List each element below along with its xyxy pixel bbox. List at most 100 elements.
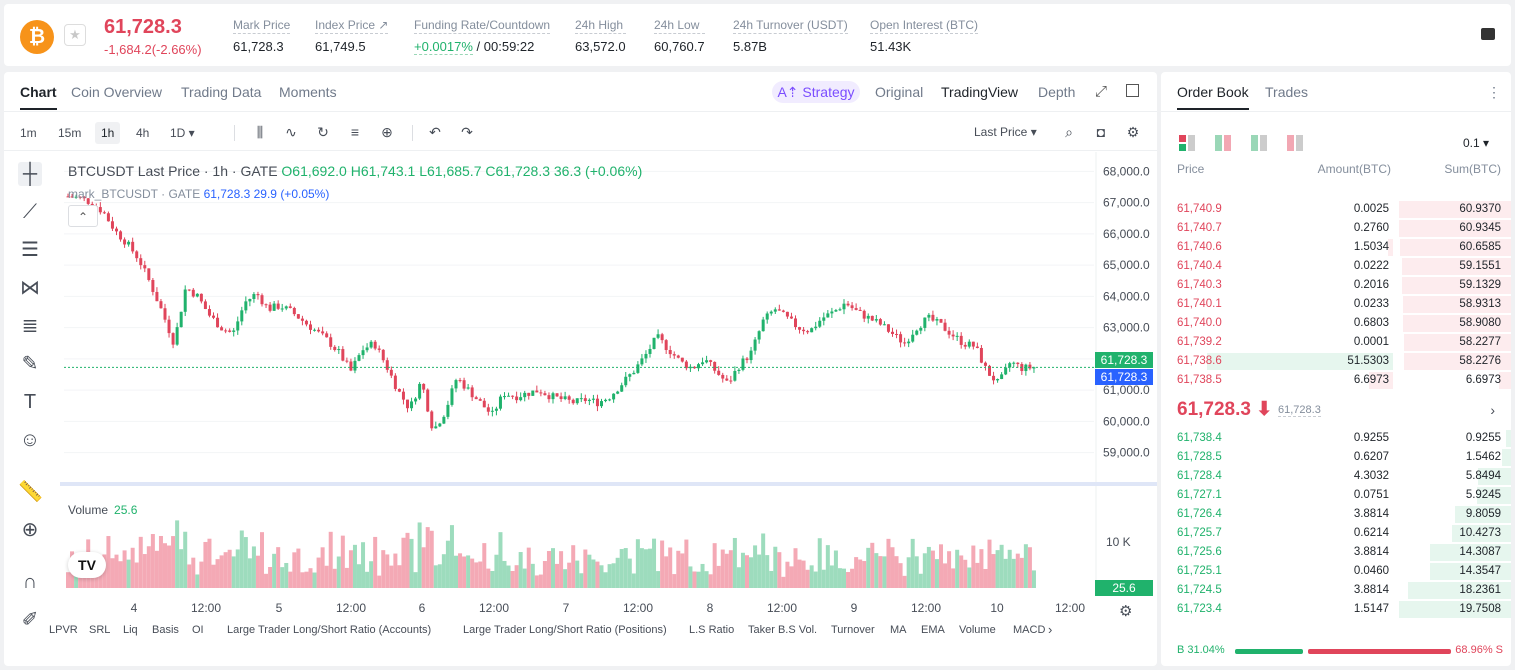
ask-row[interactable]: 61,740.9 0.0025 60.9370 [1161,200,1511,219]
layout-bids-icon[interactable] [1251,135,1267,151]
ruler-icon[interactable]: 📏 [18,481,43,503]
magnet-icon[interactable]: ∩ [22,571,38,593]
indicator-item[interactable]: Taker B.S Vol. [748,624,818,636]
settings-gear-icon[interactable]: ⚙ [1126,124,1140,140]
chevron-right-icon[interactable]: › [1490,402,1495,418]
chevron-right-icon[interactable]: › [1048,622,1053,637]
ask-row[interactable]: 61,740.6 1.5034 60.6585 [1161,238,1511,257]
stat-mark-price[interactable]: Mark Price 61,728.3 [233,18,291,54]
indicator-item[interactable]: Volume [959,624,996,636]
tab-chart[interactable]: Chart [20,84,57,110]
indicator-item[interactable]: Large Trader Long/Short Ratio (Positions… [463,624,667,636]
bid-price: 61,728.4 [1177,470,1222,482]
add-indicator-icon[interactable]: ⊕ [381,124,393,140]
stat-open-interest[interactable]: Open Interest (BTC) 51.43K [870,18,979,54]
ask-amount: 0.0233 [1353,298,1389,310]
emoji-icon[interactable]: ☺ [19,429,41,451]
bid-row[interactable]: 61,725.6 3.8814 14.3087 [1161,543,1511,562]
y-tick-label: 66,000.0 [1103,227,1150,241]
ask-row[interactable]: 61,740.3 0.2016 59.1329 [1161,276,1511,295]
time-settings-gear-icon[interactable]: ⚙ [1119,603,1133,620]
timeframe-1m[interactable]: 1m [20,126,37,140]
indicator-item[interactable]: EMA [921,624,945,636]
more-options-icon[interactable]: ⋮ [1487,84,1501,100]
tab-trading-data[interactable]: Trading Data [181,84,262,100]
candlestick-chart[interactable]: 68,000.0 67,000.0 66,000.0 65,000.0 64,000.0… [60,152,1157,618]
fib-icon[interactable]: ≣ [21,315,39,337]
indicator-item[interactable]: Liq [123,624,138,636]
volume-bar [660,540,665,588]
bid-row[interactable]: 61,723.4 1.5147 19.7508 [1161,600,1511,619]
indicator-item[interactable]: MA [890,624,907,636]
bid-row[interactable]: 61,738.4 0.9255 0.9255 [1161,429,1511,448]
view-original[interactable]: Original [875,84,924,100]
ask-row[interactable]: 61,740.4 0.0222 59.1551 [1161,257,1511,276]
candle-body [171,333,175,345]
candle-body [365,347,369,351]
ask-row[interactable]: 61,740.1 0.0233 58.9313 [1161,295,1511,314]
bid-row[interactable]: 61,725.1 0.0460 14.3547 [1161,562,1511,581]
indicator-item[interactable]: MACD [1013,624,1046,636]
indicator-item[interactable]: Basis [152,624,179,636]
layout-both-icon[interactable] [1179,135,1195,151]
tab-order-book[interactable]: Order Book [1177,84,1249,110]
window-icon[interactable] [1126,84,1139,97]
ask-row[interactable]: 61,738.6 51.5303 58.2276 [1161,352,1511,371]
indicator-item[interactable]: L.S Ratio [689,624,735,636]
ask-row[interactable]: 61,740.7 0.2760 60.9345 [1161,219,1511,238]
undo-icon[interactable]: ↶ [429,124,441,140]
zoom-in-icon[interactable]: ⊕ [21,519,39,541]
view-tradingview[interactable]: TradingView [941,84,1019,100]
redo-icon[interactable]: ↷ [461,124,473,140]
indicators-icon[interactable]: ∿ [285,124,297,140]
indicator-item[interactable]: Large Trader Long/Short Ratio (Accounts) [227,624,432,636]
camera-icon[interactable]: ◘ [1096,124,1106,140]
layout-asks-icon[interactable] [1287,135,1303,151]
bid-row[interactable]: 61,724.5 3.8814 18.2361 [1161,581,1511,600]
price-source-dropdown[interactable]: Last Price ▾ [974,125,1037,139]
brush-icon[interactable]: ✎ [21,353,39,375]
bid-row[interactable]: 61,726.4 3.8814 9.8059 [1161,505,1511,524]
indicator-item[interactable]: SRL [89,624,111,636]
trendline-icon[interactable]: ⟋ [23,201,37,223]
ask-row[interactable]: 61,740.0 0.6803 58.9080 [1161,314,1511,333]
strategy-button[interactable]: A⇡ Strategy [772,81,860,103]
collapse-legend-button[interactable]: ⌃ [68,205,98,227]
tab-coin-overview[interactable]: Coin Overview [71,84,163,100]
volume-bar [991,554,996,588]
template-icon[interactable]: ≡ [350,124,360,140]
stat-funding-rate[interactable]: Funding Rate/Countdown +0.0017% / 00:59:… [414,18,551,55]
bid-row[interactable]: 61,728.5 0.6207 1.5462 [1161,448,1511,467]
view-depth[interactable]: Depth [1038,84,1076,100]
ask-row[interactable]: 61,739.2 0.0001 58.2277 [1161,333,1511,352]
favorite-star-icon[interactable]: ★ [64,24,86,46]
guide-book-icon[interactable] [1481,28,1495,40]
pattern-icon[interactable]: ⋈ [20,277,40,299]
expand-icon[interactable]: ⤢ [1094,83,1107,100]
bid-row[interactable]: 61,728.4 4.3032 5.8494 [1161,467,1511,486]
bid-row[interactable]: 61,727.1 0.0751 5.9245 [1161,486,1511,505]
tab-trades[interactable]: Trades [1265,84,1309,100]
text-tool-icon[interactable]: T [23,391,37,413]
pencil-lock-icon[interactable]: ✐ [21,609,39,631]
timeframe-1h[interactable]: 1h [95,122,121,144]
timeframe-15m[interactable]: 15m [58,126,82,140]
indicator-item[interactable]: LPVR [49,624,78,636]
tradingview-logo[interactable]: TV [68,552,106,578]
timeframe-4h[interactable]: 4h [136,126,150,140]
stat-index-price[interactable]: Index Price ↗ 61,749.5 [315,18,389,54]
search-icon[interactable]: ⌕ [1065,124,1073,140]
layout-split-icon[interactable] [1215,135,1231,151]
crosshair-icon[interactable]: ┼ [18,162,42,186]
candle-type-icon[interactable]: ⫼ [256,124,264,140]
bid-row[interactable]: 61,725.7 0.6214 10.4273 [1161,524,1511,543]
compare-icon[interactable]: ↻ [317,124,329,140]
volume-bar [708,574,713,588]
tab-moments[interactable]: Moments [279,84,337,100]
precision-dropdown[interactable]: 0.1 ▾ [1462,136,1489,150]
indicator-item[interactable]: OI [192,624,204,636]
indicator-item[interactable]: Turnover [831,624,875,636]
timeframe-1d-dropdown[interactable]: 1D ▾ [170,126,195,140]
horizontal-lines-icon[interactable]: ☰ [21,239,39,261]
ask-row[interactable]: 61,738.5 6.6973 6.6973 [1161,371,1511,390]
